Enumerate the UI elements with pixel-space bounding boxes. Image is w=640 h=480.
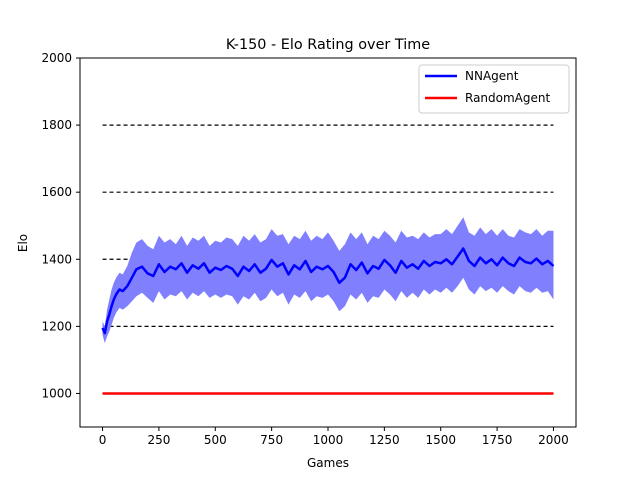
legend-label-nnagent: NNAgent [465,69,519,83]
y-tick-label: 2000 [41,51,72,65]
y-tick-label: 1200 [41,319,72,333]
x-tick-label: 1500 [425,433,456,447]
x-tick-label: 1250 [369,433,400,447]
y-axis-ticks: 1000 1200 1400 1600 1800 2000 [41,51,80,400]
y-tick-label: 1400 [41,252,72,266]
x-tick-label: 250 [147,433,170,447]
y-tick-label: 1600 [41,185,72,199]
legend: NNAgent RandomAgent [418,64,570,114]
y-tick-label: 1000 [41,386,72,400]
y-axis-label: Elo [16,234,30,252]
x-tick-label: 2000 [538,433,569,447]
x-tick-label: 0 [99,433,107,447]
legend-label-randomagent: RandomAgent [465,91,550,105]
x-tick-label: 1000 [313,433,344,447]
y-tick-label: 1800 [41,118,72,132]
x-tick-label: 500 [204,433,227,447]
x-axis-ticks: 0 250 500 750 1000 1250 1500 1750 2000 [99,427,569,447]
x-tick-label: 750 [260,433,283,447]
nnagent-line [101,247,555,335]
x-axis-label: Games [307,456,349,470]
chart-title: K-150 - Elo Rating over Time [226,37,430,53]
x-tick-label: 1750 [482,433,513,447]
nnagent-confidence-band [102,217,554,344]
